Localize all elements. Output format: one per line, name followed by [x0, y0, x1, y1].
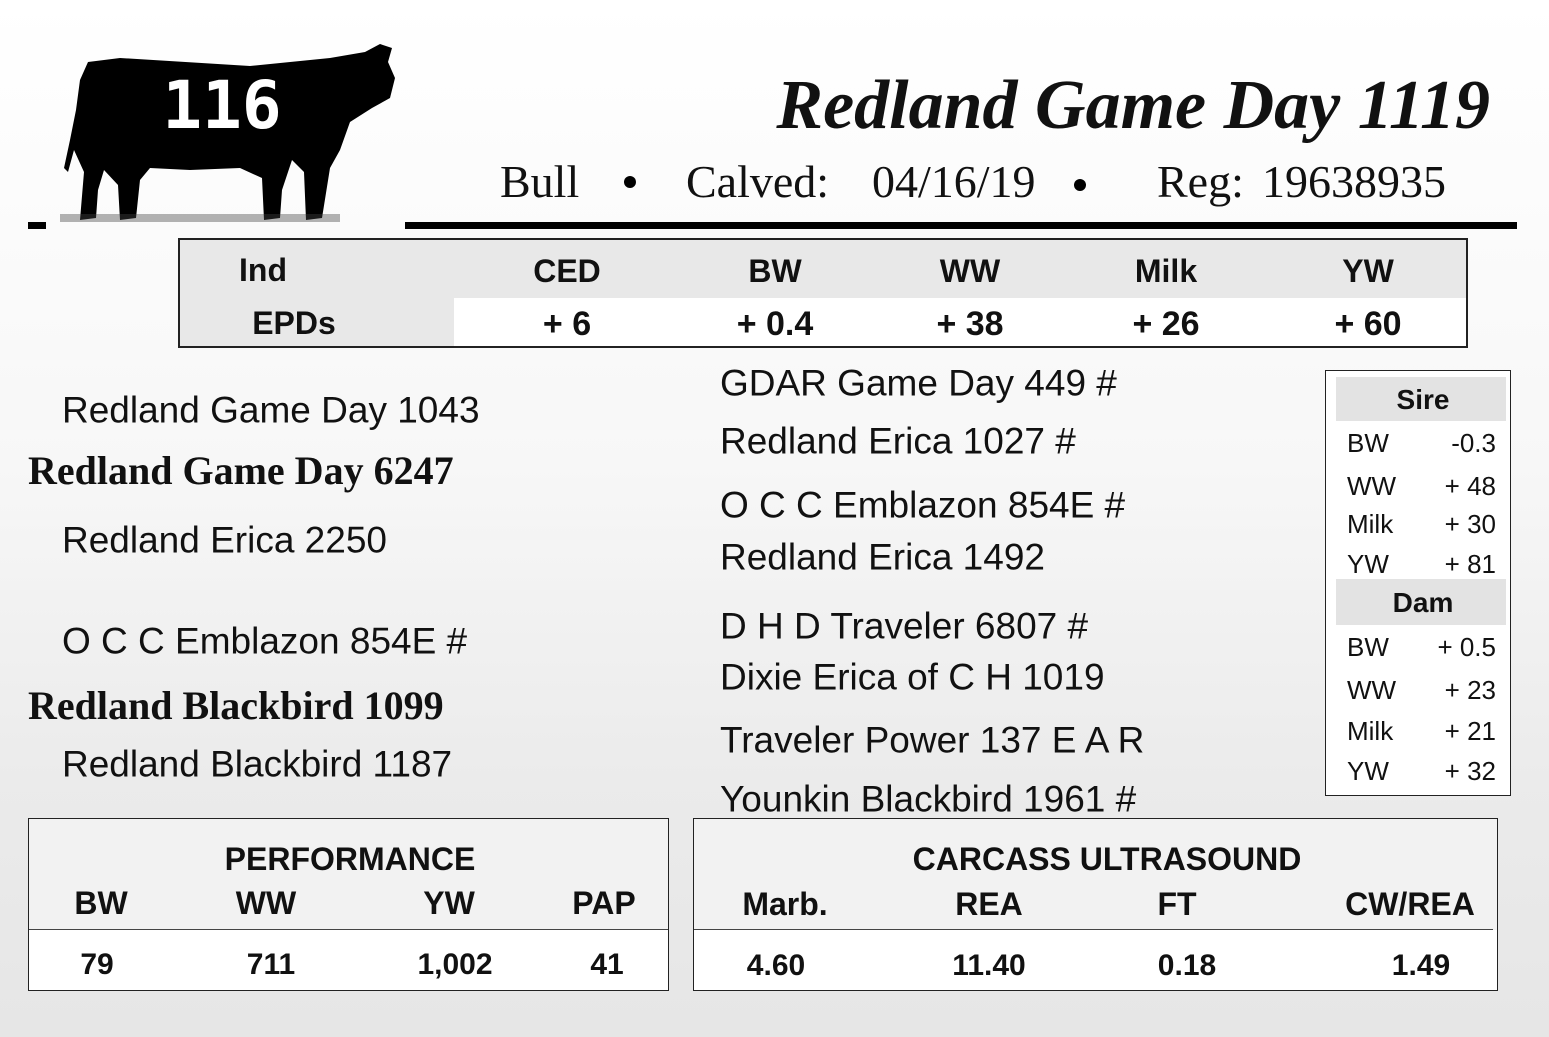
parent-name: Redland Blackbird 1099	[28, 683, 444, 728]
performance-value: 41	[590, 948, 624, 981]
parent-epd-name: WW	[1347, 471, 1397, 501]
parent-epd-value: + 30	[1444, 509, 1496, 539]
bull-silhouette	[28, 44, 395, 229]
reg-label: Reg:	[1157, 156, 1244, 207]
ancestor-name: Redland Erica 1492	[720, 536, 1045, 578]
parent-epd-title: Sire	[1396, 384, 1450, 415]
ancestor-name: Younkin Blackbird 1961 #	[720, 778, 1137, 820]
performance-name: PAP	[572, 885, 636, 921]
parent-epd-value: + 0.5	[1437, 632, 1496, 662]
parent-epd-name: Milk	[1347, 509, 1394, 539]
performance-value: 79	[80, 948, 114, 981]
animal-name: Redland Game Day 1119	[776, 67, 1490, 144]
epd-box	[178, 238, 1468, 348]
reg-number: 19638935	[1262, 156, 1446, 207]
carcass-value: 11.40	[952, 949, 1026, 982]
performance-value: 1,002	[417, 948, 493, 981]
carcass-value: 0.18	[1157, 949, 1217, 982]
carcass-name: CW/REA	[1345, 886, 1475, 922]
epd-value: + 26	[1132, 305, 1200, 343]
parent-epd-value: + 23	[1444, 675, 1496, 705]
performance-name: YW	[423, 885, 475, 921]
carcass-name: Marb.	[742, 886, 828, 922]
epd-name: WW	[939, 253, 1001, 289]
performance-box	[28, 818, 669, 991]
epd-value: + 0.4	[736, 305, 814, 343]
epd-value: + 60	[1334, 305, 1402, 343]
epd-name: CED	[533, 253, 601, 289]
header-rule	[405, 222, 1517, 229]
epd-name: BW	[748, 253, 802, 289]
performance-value: 711	[246, 948, 296, 981]
parent-epd-name: BW	[1347, 428, 1389, 458]
parent-epd-name: BW	[1347, 632, 1389, 662]
parent-epd-box	[1325, 370, 1511, 796]
performance-name: BW	[74, 885, 128, 921]
carcass-name: FT	[1157, 886, 1197, 922]
grandparent-name: Redland Game Day 1043	[62, 389, 480, 431]
parent-epd-name: Milk	[1347, 716, 1394, 746]
sex: Bull	[500, 156, 580, 207]
ancestor-name: GDAR Game Day 449 #	[720, 362, 1117, 404]
carcass-value: 4.60	[746, 949, 806, 982]
grandparent-name: Redland Erica 2250	[62, 519, 387, 561]
bullet	[1074, 179, 1086, 191]
calved-date: 04/16/19	[872, 156, 1036, 207]
parent-epd-value: + 21	[1444, 716, 1496, 746]
ancestor-name: Dixie Erica of C H 1019	[720, 656, 1105, 698]
ancestor-name: D H D Traveler 6807 #	[720, 605, 1089, 647]
parent-epd-name: YW	[1347, 756, 1389, 786]
ancestor-name: Redland Erica 1027 #	[720, 420, 1076, 462]
epd-name: YW	[1342, 253, 1394, 289]
parent-epd-value: + 48	[1444, 471, 1496, 501]
parent-epd-name: YW	[1347, 549, 1389, 579]
carcass-box	[693, 818, 1498, 991]
carcass-name: REA	[955, 886, 1023, 922]
parent-epd-title: Dam	[1392, 587, 1454, 618]
lot-number: 116	[162, 67, 282, 144]
epd-value: + 6	[542, 305, 592, 343]
epd-label: Ind	[239, 252, 287, 288]
parent-epd-value: + 81	[1444, 549, 1496, 579]
parent-epd-value: + 32	[1444, 756, 1496, 786]
parent-name: Redland Game Day 6247	[28, 448, 454, 493]
grandparent-name: O C C Emblazon 854E #	[62, 620, 468, 662]
performance-name: WW	[235, 885, 297, 921]
bullet	[624, 176, 636, 188]
performance-title: PERFORMANCE	[224, 841, 476, 877]
carcass-title: CARCASS ULTRASOUND	[912, 841, 1302, 877]
ancestor-name: Traveler Power 137 E A R	[720, 719, 1145, 761]
grandparent-name: Redland Blackbird 1187	[62, 743, 453, 785]
parent-epd-value: -0.3	[1451, 428, 1496, 458]
epd-name: Milk	[1134, 253, 1198, 289]
ancestor-name: O C C Emblazon 854E #	[720, 484, 1126, 526]
epd-label: EPDs	[252, 305, 336, 341]
parent-epd-name: WW	[1347, 675, 1397, 705]
epd-value: + 38	[936, 305, 1004, 343]
carcass-value: 1.49	[1391, 949, 1451, 982]
calved-label: Calved:	[686, 156, 830, 207]
